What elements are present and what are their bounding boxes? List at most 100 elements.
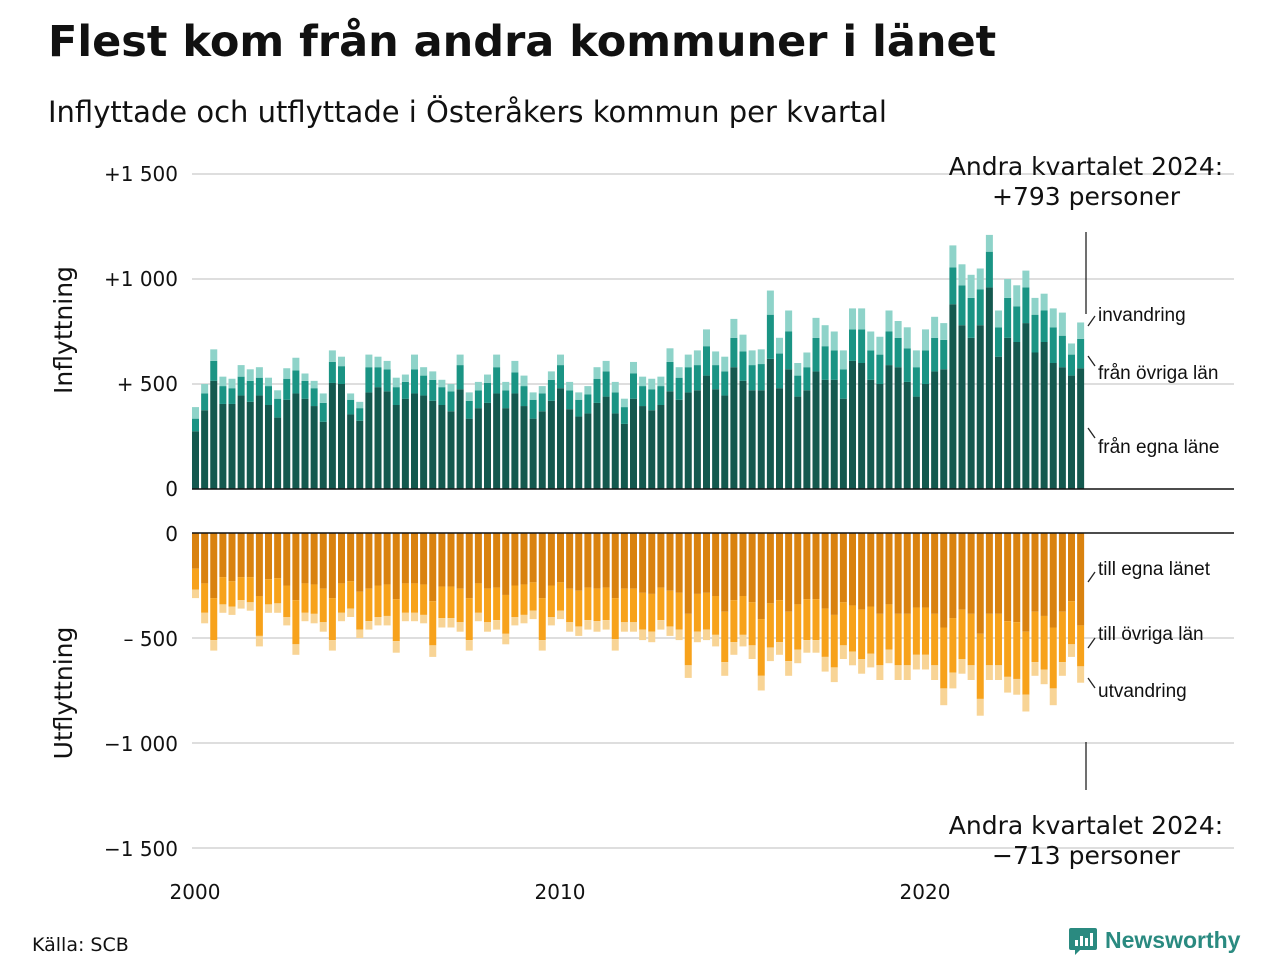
outflow-bar-segment-2 [1058, 611, 1066, 663]
inflow-bar-segment-1 [383, 391, 391, 489]
inflow-bar-segment-1 [657, 405, 665, 489]
outflow-bar-segment-3 [931, 665, 939, 680]
outflow-bar-segment-3 [757, 675, 765, 691]
inflow-bar-segment-2 [903, 348, 911, 382]
inflow-bar-segment-3 [493, 354, 501, 368]
outflow-bar-segment-3 [684, 665, 692, 678]
outflow-bar-segment-1 [356, 533, 364, 592]
outflow-bar-segment-3 [912, 654, 920, 670]
inflow-bar-segment-3 [602, 360, 610, 372]
inflow-bar-segment-3 [338, 356, 345, 367]
outflow-bar-segment-2 [420, 584, 428, 615]
inflow-bar-segment-1 [776, 388, 783, 489]
inflow-bar-segment-2 [301, 380, 309, 399]
outflow-bar-segment-1 [383, 533, 391, 585]
outflow-bar-segment-2 [210, 598, 218, 641]
inflow-bar-segment-3 [684, 354, 692, 368]
inflow-bar-segment-1 [830, 379, 838, 489]
outflow-bar-segment-1 [447, 533, 455, 587]
inflow-bar-segment-3 [1077, 322, 1085, 339]
outflow-bar-segment-1 [1049, 533, 1057, 628]
inflow-bar-segment-3 [529, 392, 537, 400]
outflow-bar-segment-1 [794, 533, 802, 605]
outflow-bar-segment-1 [374, 533, 382, 586]
outflow-bar-segment-3 [821, 656, 829, 672]
inflow-bar-segment-2 [584, 394, 592, 414]
inflow-bar-segment-3 [876, 336, 884, 355]
outflow-bar-segment-2 [557, 582, 564, 611]
inflow-bar-segment-1 [602, 396, 610, 489]
inflow-bar-segment-3 [401, 374, 409, 382]
outflow-bar-segment-1 [1013, 533, 1021, 623]
inflow-bar-segment-2 [776, 353, 783, 389]
outflow-bar-segment-2 [474, 583, 482, 613]
outflow-bar-segment-1 [538, 533, 546, 599]
inflow-bar-segment-1 [219, 403, 227, 489]
inflow-bar-segment-3 [803, 352, 811, 368]
inflow-bar-segment-3 [255, 367, 263, 378]
outflow-bar-segment-1 [228, 533, 236, 582]
inflow-bar-segment-1 [693, 390, 701, 489]
outflow-bar-segment-1 [739, 533, 747, 596]
inflow-bar-segment-1 [876, 384, 884, 489]
inflow-bar-segment-3 [237, 365, 245, 377]
inflow-bar-segment-3 [757, 349, 765, 365]
outflow-bar-segment-3 [1022, 694, 1030, 712]
inflow-bar-segment-3 [593, 367, 601, 379]
outflow-bar-segment-3 [420, 614, 428, 624]
outflow-bar-segment-2 [821, 608, 829, 657]
inflow-bar-segment-3 [502, 381, 510, 391]
inflow-bar-segment-1 [912, 396, 920, 489]
inflow-bar-segment-3 [867, 331, 875, 351]
newsworthy-logo-icon [1069, 928, 1097, 955]
inflow-bar-segment-1 [620, 423, 628, 489]
chart-title: Flest kom från andra kommuner i länet [48, 17, 996, 67]
inflow-bar-segment-2 [721, 371, 729, 396]
outflow-bar-segment-2 [912, 607, 920, 655]
inflow-bar-segment-3 [785, 310, 793, 332]
inflow-bar-segment-1 [274, 417, 282, 489]
outflow-series-labels: till egna länet till övriga län utvandri… [1087, 559, 1211, 702]
inflow-bar-segment-3 [274, 390, 282, 399]
outflow-bar-segment-1 [420, 533, 428, 585]
inflow-bar-segment-3 [839, 350, 847, 370]
outflow-bar-segment-1 [940, 533, 948, 628]
outflow-bar-segment-2 [703, 592, 710, 630]
outflow-bar-segment-3 [511, 617, 519, 626]
inflow-bar-segment-1 [246, 401, 254, 489]
outflow-bar-segment-1 [885, 533, 893, 605]
inflow-bar-segment-3 [739, 334, 747, 352]
outflow-bar-segment-1 [365, 533, 373, 589]
series-label-till-egna-lanet: till egna länet [1098, 559, 1211, 580]
outflow-bar-segment-2 [766, 603, 774, 648]
inflow-bar-segment-3 [967, 274, 975, 298]
inflow-bar-segment-2 [675, 377, 683, 400]
outflow-bar-segment-1 [748, 533, 756, 603]
inflow-bar-segment-2 [912, 367, 920, 397]
outflow-bar-segment-3 [374, 617, 382, 626]
inflow-bar-segment-3 [566, 381, 574, 391]
inflow-bar-segment-1 [794, 396, 802, 489]
inflow-bar-segment-3 [374, 356, 382, 368]
inflow-bar-segment-2 [465, 400, 473, 419]
inflow-bar-segment-1 [1049, 363, 1057, 489]
inflow-bar-segment-1 [967, 337, 975, 489]
inflow-bar-segment-3 [703, 329, 710, 347]
inflow-bar-segment-1 [703, 375, 710, 489]
outflow-bar-segment-1 [903, 533, 911, 614]
outflow-bar-segment-3 [1031, 662, 1039, 676]
inflow-bar-segment-2 [748, 365, 756, 391]
inflow-bar-segment-1 [730, 367, 738, 489]
outflow-bar-segment-1 [1077, 533, 1085, 626]
inflow-bar-segment-1 [465, 418, 473, 489]
outflow-bar-segment-3 [648, 631, 656, 643]
outflow-bar-segment-2 [347, 581, 355, 609]
inflow-bar-segment-3 [611, 381, 619, 393]
inflow-bar-segment-2 [630, 373, 637, 399]
outflow-bar-segment-1 [274, 533, 282, 579]
inflow-bar-segment-1 [392, 405, 400, 489]
inflow-bar-segment-1 [985, 287, 993, 489]
outflow-bar-segment-2 [949, 618, 957, 673]
outflow-bar-segment-2 [255, 596, 263, 636]
inflow-bar-segment-3 [894, 321, 902, 338]
